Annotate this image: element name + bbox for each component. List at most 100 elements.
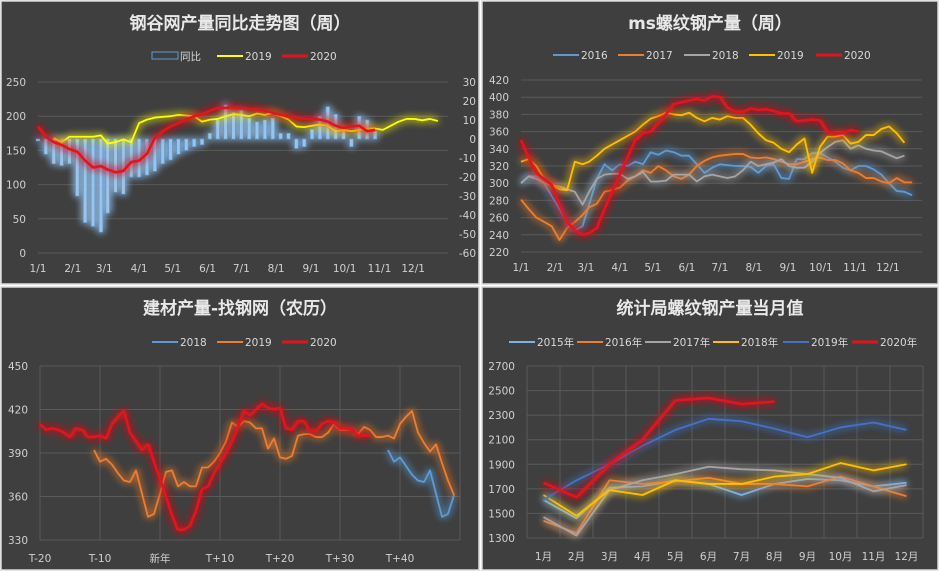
- bar-mark: [262, 119, 268, 140]
- x-tick-label: 4/1: [131, 263, 148, 275]
- y-tick-label: 1900: [488, 459, 515, 471]
- x-tick-label: T+40: [385, 553, 415, 565]
- bar-mark: [67, 138, 72, 165]
- bar-mark: [317, 115, 323, 140]
- x-tick-label: 9/1: [780, 262, 797, 274]
- bar-mark: [75, 138, 80, 197]
- x-tick-label: 9月: [799, 551, 816, 563]
- legend-label: 2020: [310, 51, 337, 63]
- y2-tick-label: 0: [469, 134, 476, 146]
- y-tick-label: 200: [6, 111, 26, 123]
- bar-mark: [309, 129, 315, 140]
- line-series-2019年: [543, 417, 907, 501]
- x-tick-label: 12月: [895, 551, 919, 563]
- legend-label: 2019: [777, 50, 804, 62]
- x-tick-label: 3月: [601, 551, 618, 563]
- legend-label: 2020: [310, 337, 337, 349]
- bar-mark: [176, 138, 181, 155]
- y2-tick-label: -10: [459, 153, 476, 165]
- bar-mark: [215, 119, 220, 140]
- y2-tick-label: -50: [459, 229, 476, 241]
- x-tick-label: 8/1: [745, 262, 762, 274]
- legend-label: 2020: [844, 50, 871, 62]
- bar-mark: [270, 117, 275, 140]
- y-tick-label: 320: [489, 161, 509, 173]
- legend-label: 2020年: [880, 336, 917, 349]
- bar-mark: [294, 138, 299, 149]
- bar-mark: [239, 110, 244, 140]
- legend-swatch-同比: [151, 51, 179, 60]
- bar-mark: [121, 138, 126, 195]
- chart-panel-3: 建材产量-找钢网（农历） 330 360 390 420 450 T-20 T-10 新年 T+1…: [0, 286, 480, 571]
- line-series-2020年: [542, 396, 775, 499]
- y-tick-label: 390: [8, 448, 28, 460]
- y-tick-label: 2700: [488, 361, 515, 373]
- x-tick-label: 6/1: [199, 263, 216, 275]
- x-tick-label: 新年: [150, 552, 171, 565]
- bar-mark: [113, 138, 118, 193]
- bar-mark: [199, 138, 205, 145]
- bar-mark: [302, 138, 307, 147]
- x-tick-label: 7/1: [233, 263, 250, 275]
- y2-tick-label: -30: [459, 191, 476, 203]
- x-tick-label: 3/1: [96, 263, 113, 275]
- y-tick-label: 360: [8, 492, 28, 504]
- y-tick-label: 1300: [488, 533, 515, 545]
- legend-label: 2017: [646, 50, 673, 62]
- y2-tick-label: 20: [463, 96, 476, 108]
- y-tick-label: 150: [6, 145, 26, 157]
- x-tick-label: 10月: [829, 551, 853, 563]
- x-tick-label: 7月: [733, 551, 750, 563]
- bar-mark: [372, 131, 378, 140]
- legend-label: 2015年: [537, 336, 574, 349]
- bar-mark: [278, 133, 283, 140]
- y-tick-label: 50: [13, 214, 26, 226]
- bar-mark: [207, 133, 212, 140]
- y-tick-label: 0: [19, 248, 26, 260]
- x-tick-label: 6月: [700, 551, 717, 563]
- bar-mark: [129, 138, 134, 178]
- x-tick-label: 2/1: [547, 262, 564, 274]
- y-tick-label: 2100: [488, 435, 515, 447]
- y2-tick-label: -60: [459, 248, 476, 260]
- bar-mark: [160, 138, 165, 165]
- chart-title: 钢谷网产量同比走势图（周）: [130, 13, 351, 34]
- y-tick-label: 340: [489, 144, 509, 156]
- x-tick-label: T+10: [205, 553, 235, 565]
- bar-mark: [349, 138, 354, 147]
- line-series-2016年: [543, 475, 907, 534]
- y-tick-label: 1500: [488, 508, 515, 520]
- x-tick-label: 12/1: [401, 263, 425, 275]
- x-tick-label: T-10: [88, 553, 112, 565]
- legend-label: 同比: [180, 50, 201, 63]
- y2-tick-label: 30: [463, 77, 476, 89]
- legend-label: 2018年: [741, 336, 778, 349]
- x-tick-label: 3/1: [577, 262, 594, 274]
- x-tick-label: 2月: [568, 551, 585, 563]
- legend-label: 2016年: [605, 336, 642, 349]
- bar-mark: [43, 138, 48, 155]
- bar-mark: [105, 138, 110, 214]
- x-tick-label: 8/1: [268, 263, 285, 275]
- chart-title: ms螺纹钢产量（周）: [628, 13, 792, 34]
- x-tick-label: 1月: [535, 551, 552, 563]
- bar-mark: [152, 138, 157, 172]
- bar-mark: [98, 138, 104, 233]
- x-tick-label: T+20: [265, 553, 295, 565]
- line-series-2015年: [543, 478, 907, 520]
- x-tick-label: T-20: [28, 553, 52, 565]
- x-tick-label: 7/1: [711, 262, 728, 274]
- x-tick-label: 2/1: [64, 263, 81, 275]
- line-series-2019: [53, 111, 439, 145]
- bar-mark: [231, 112, 236, 140]
- bar-mark: [254, 121, 260, 140]
- x-tick-label: 6/1: [678, 262, 695, 274]
- x-tick-label: 9/1: [303, 263, 320, 275]
- bar-mark: [223, 104, 228, 140]
- y-tick-label: 420: [489, 75, 509, 87]
- bar-mark: [144, 138, 150, 176]
- y2-tick-label: -20: [459, 172, 476, 184]
- y-tick-label: 2300: [488, 410, 515, 422]
- bar-mark: [184, 138, 189, 151]
